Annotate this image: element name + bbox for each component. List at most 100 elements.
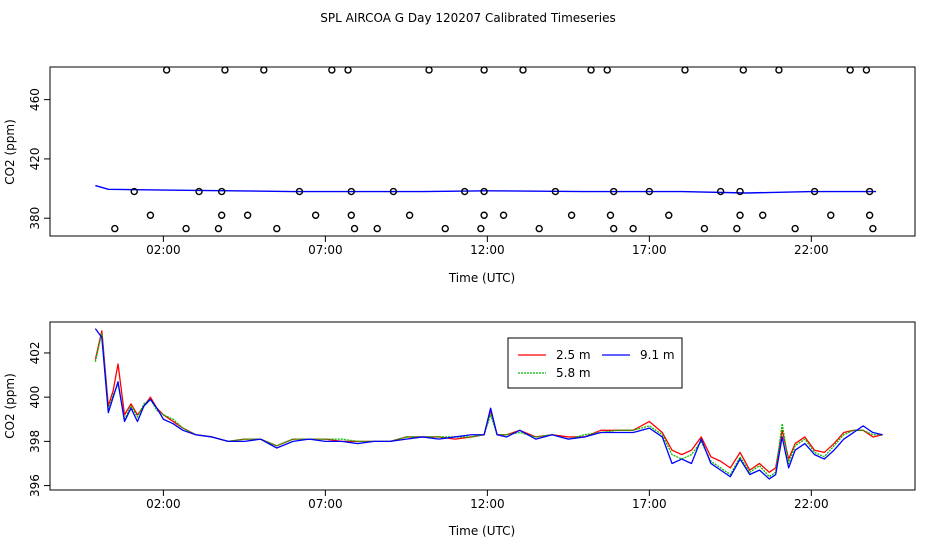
bottom-x-axis-label: Time (UTC) [448,524,515,538]
y-tick-label: 398 [28,430,42,453]
calibration-point [733,224,741,233]
bottom-x-axis: 02:00 07:00 12:00 17:00 22:00 [146,490,829,511]
calibration-point [182,224,190,233]
calibration-point [480,211,488,219]
calibration-point [739,66,747,74]
calibration-point [477,224,485,233]
legend-label-2-5m: 2.5 m [556,348,591,362]
x-tick-label: 22:00 [794,497,829,511]
calibration-point [214,224,223,233]
calibration-point [218,187,226,196]
calibration-point [535,224,543,233]
calibration-point [373,224,381,233]
calibration-point [606,211,615,219]
y-tick-label: 400 [28,386,42,409]
calibration-point [665,211,673,219]
top-plot-marks [95,66,877,233]
legend-label-5-8m: 5.8 m [556,366,591,380]
calibration-point [460,187,469,196]
calibration-point [405,211,414,219]
calibration-point [519,66,527,74]
calibration-point [111,224,119,233]
calibration-point [862,66,871,74]
chart-title: SPL AIRCOA G Day 120207 Calibrated Times… [320,11,615,25]
x-tick-label: 12:00 [470,497,505,511]
calibration-point [610,224,618,233]
calibration-point [295,187,304,196]
y-tick-label: 402 [28,341,42,364]
calibration-point [645,187,654,196]
calibration-point [551,187,560,196]
calibration-point [865,187,874,196]
x-tick-label: 07:00 [308,243,343,257]
legend-box [507,337,683,389]
top-y-axis-label: CO2 (ppm) [3,119,17,185]
x-tick-label: 07:00 [308,497,343,511]
x-tick-label: 22:00 [794,243,829,257]
top-x-axis: 02:00 07:00 12:00 17:00 22:00 [146,236,829,257]
calibration-point [221,66,229,74]
bottom-panel: 396 398 400 402 02:00 07:00 12:00 17:00 22:00 T… [3,321,916,538]
series-line-5-8-m [94,332,883,478]
bottom-plot-frame [49,321,916,491]
legend: 2.5 m 5.8 m 9.1 m [507,337,683,389]
calibration-point [441,224,449,233]
calibration-point [736,211,744,219]
calibration-point [344,66,352,74]
series-line-2-5-m [94,330,883,473]
calibration-point [827,211,835,219]
calibration-point [499,211,508,219]
calibration-point [350,224,359,233]
calibration-point [610,187,618,196]
x-tick-label: 02:00 [146,497,181,511]
calibration-point [195,187,203,196]
legend-label-9-1m: 9.1 m [640,348,675,362]
calibration-point [846,66,854,74]
top-plot-frame [49,66,916,237]
calibration-point [347,211,355,219]
calibration-point [146,211,155,219]
calibration-point [389,187,398,196]
calibration-point [425,66,433,74]
calibration-point [260,66,268,74]
x-tick-label: 12:00 [470,243,505,257]
calibration-point [603,66,611,74]
calibration-point [700,224,709,233]
calibration-point [480,66,488,74]
calibration-point [681,66,689,74]
calibration-point [759,211,767,219]
calibration-point [162,66,171,74]
calibration-point [273,224,281,233]
calibration-point [243,211,252,219]
y-tick-label: 380 [28,207,42,230]
series-line-9-1-m [94,328,883,480]
calibration-point [791,224,799,233]
calibration-point [218,211,226,219]
y-tick-label: 460 [28,88,42,111]
calibration-point [736,187,744,196]
bottom-y-axis: 396 398 400 402 [28,341,50,497]
bottom-y-axis-label: CO2 (ppm) [3,373,17,439]
y-tick-label: 396 [28,474,42,497]
bottom-plot-marks [94,328,883,480]
calibration-point [328,66,336,74]
x-tick-label: 17:00 [632,497,667,511]
x-tick-label: 17:00 [632,243,667,257]
calibration-point [810,187,819,196]
y-tick-label: 420 [28,147,42,170]
calibration-point [311,211,320,219]
calibration-point [130,187,138,196]
top-x-axis-label: Time (UTC) [448,271,515,285]
calibration-point [347,187,355,196]
top-panel: 380 420 460 02:00 07:00 12:00 17:00 22:00 Time… [3,66,916,285]
calibration-point [775,66,783,74]
calibration-point [865,211,874,219]
x-tick-label: 02:00 [146,243,181,257]
calibration-point [716,187,725,196]
top-y-axis: 380 420 460 [28,88,50,230]
calibration-point [629,224,637,233]
calibration-point [869,224,877,233]
calibration-point [567,211,576,219]
calibration-point [480,187,488,196]
